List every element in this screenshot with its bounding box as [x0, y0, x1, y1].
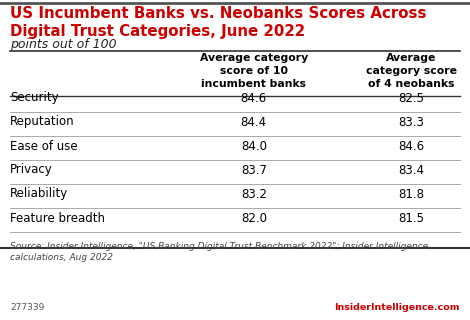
Text: Source: Insider Intelligence, "US Banking Digital Trust Benchmark 2022"; Insider: Source: Insider Intelligence, "US Bankin…: [10, 242, 429, 262]
Text: Reliability: Reliability: [10, 188, 69, 201]
Text: Security: Security: [10, 92, 59, 105]
Text: 83.2: 83.2: [241, 188, 267, 201]
Text: 81.8: 81.8: [398, 188, 424, 201]
Text: 84.6: 84.6: [241, 92, 267, 105]
Text: Reputation: Reputation: [10, 116, 75, 129]
Text: Privacy: Privacy: [10, 164, 53, 177]
Text: 82.0: 82.0: [241, 212, 267, 225]
Text: Ease of use: Ease of use: [10, 140, 78, 153]
Text: InsiderIntelligence.com: InsiderIntelligence.com: [335, 303, 460, 312]
Text: 84.6: 84.6: [398, 140, 424, 153]
Text: 84.0: 84.0: [241, 140, 267, 153]
Text: Feature breadth: Feature breadth: [10, 212, 105, 225]
Text: Average
category score
of 4 neobanks: Average category score of 4 neobanks: [366, 53, 457, 89]
Text: 83.4: 83.4: [398, 164, 424, 177]
Text: 82.5: 82.5: [398, 92, 424, 105]
Text: 83.7: 83.7: [241, 164, 267, 177]
Text: US Incumbent Banks vs. Neobanks Scores Across
Digital Trust Categories, June 202: US Incumbent Banks vs. Neobanks Scores A…: [10, 6, 427, 39]
Text: 277339: 277339: [10, 303, 45, 312]
Text: Average category
score of 10
incumbent banks: Average category score of 10 incumbent b…: [200, 53, 308, 89]
Text: points out of 100: points out of 100: [10, 38, 117, 51]
Text: 81.5: 81.5: [398, 212, 424, 225]
Text: 83.3: 83.3: [398, 116, 424, 129]
Text: 84.4: 84.4: [241, 116, 267, 129]
